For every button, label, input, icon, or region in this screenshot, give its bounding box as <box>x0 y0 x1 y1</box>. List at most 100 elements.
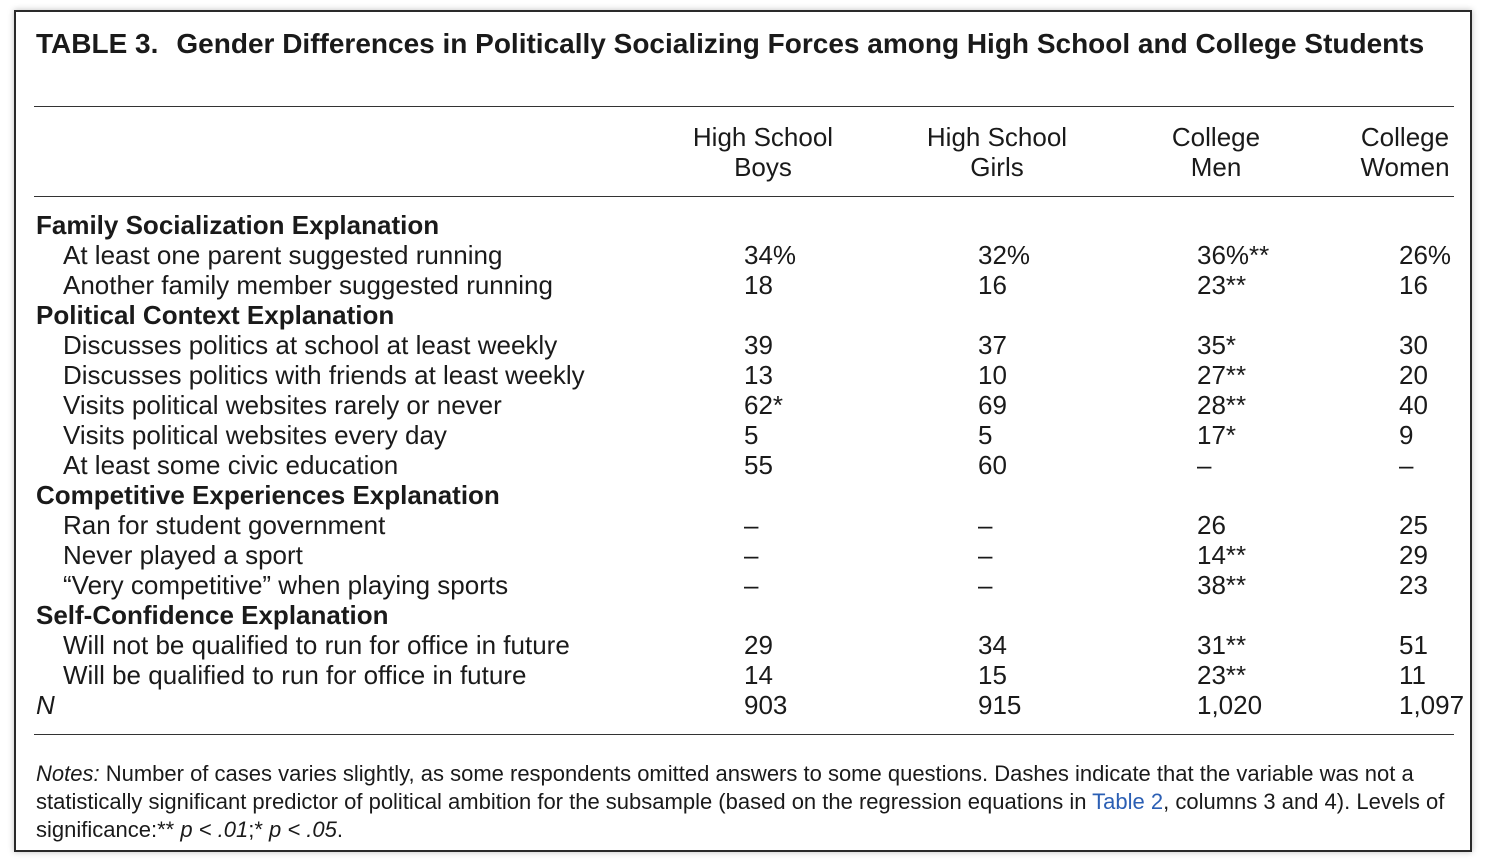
table-cell: 51 <box>1399 630 1428 660</box>
table-row: At least some civic education 55 60 – – <box>34 450 1458 480</box>
table-row: Discusses politics at school at least we… <box>34 330 1458 360</box>
section-heading-row: Family Socialization Explanation <box>34 210 1458 240</box>
notes-end: . <box>336 817 344 842</box>
table-cell: 29 <box>744 630 773 660</box>
column-header-hs-girls: High School Girls <box>926 122 1068 182</box>
table-cell: 17* <box>1197 420 1237 450</box>
table-cell: 1,097 <box>1399 690 1465 720</box>
table-cell: 23 <box>1399 570 1428 600</box>
p-value-05: p < .05 <box>269 817 337 842</box>
table-2-link[interactable]: Table 2 <box>1092 789 1164 814</box>
table-cell: – <box>978 570 993 600</box>
table-cell: 34 <box>978 630 1007 660</box>
row-label: Will not be qualified to run for office … <box>63 630 570 660</box>
table-row: Discusses politics with friends at least… <box>34 360 1458 390</box>
table-cell: 18 <box>744 270 773 300</box>
table-cell: – <box>1399 450 1414 480</box>
row-label: At least some civic education <box>63 450 399 480</box>
table-cell: 27** <box>1197 360 1247 390</box>
table-cell: 23** <box>1197 660 1247 690</box>
header-rule <box>34 196 1454 197</box>
table-row: Visits political websites every day 5 5 17*… <box>34 420 1458 450</box>
table-cell: 28** <box>1197 390 1247 420</box>
column-header-college-women: College Women <box>1360 122 1450 182</box>
table-cell: 16 <box>1399 270 1428 300</box>
table-cell: 23** <box>1197 270 1247 300</box>
table-cell: 37 <box>978 330 1007 360</box>
row-label: Never played a sport <box>63 540 303 570</box>
table-row: At least one parent suggested running 34%… <box>34 240 1458 270</box>
table-cell: 5 <box>978 420 993 450</box>
table-cell: 39 <box>744 330 773 360</box>
table-cell: 14 <box>744 660 773 690</box>
table-cell: 38** <box>1197 570 1247 600</box>
table-cell: 30 <box>1399 330 1428 360</box>
row-label: Will be qualified to run for office in f… <box>63 660 527 690</box>
table-row: Will not be qualified to run for office … <box>34 630 1458 660</box>
notes-text-2: , columns 3 and 4). Levels of significan… <box>36 789 1445 842</box>
column-header-college-men: College Men <box>1171 122 1261 182</box>
table-cell: – <box>744 540 759 570</box>
section-heading: Political Context Explanation <box>36 300 395 330</box>
table-row: Another family member suggested running 1… <box>34 270 1458 300</box>
table-cell: 25 <box>1399 510 1428 540</box>
table-row: Never played a sport – – 14** 29 <box>34 540 1458 570</box>
table-cell: 26% <box>1399 240 1452 270</box>
row-label: Ran for student government <box>63 510 386 540</box>
table-row: “Very competitive” when playing sports – –… <box>34 570 1458 600</box>
row-label: N <box>36 690 55 720</box>
row-label: At least one parent suggested running <box>63 240 503 270</box>
table-cell: 13 <box>744 360 773 390</box>
table-cell: 16 <box>978 270 1007 300</box>
notes-text: Number of cases varies slightly, as some… <box>36 761 1414 814</box>
table-cell: 26 <box>1197 510 1226 540</box>
sample-size-row: N 903 915 1,020 1,097 <box>34 690 1464 720</box>
table-body: Family Socialization Explanation At least… <box>34 210 1464 720</box>
table-cell: 36%** <box>1197 240 1270 270</box>
table-cell: 20 <box>1399 360 1428 390</box>
section-heading: Family Socialization Explanation <box>36 210 440 240</box>
table-cell: 62* <box>744 390 784 420</box>
section-heading-row: Competitive Experiences Explanation <box>34 480 1458 510</box>
table-cell: 29 <box>1399 540 1428 570</box>
section-heading-row: Political Context Explanation <box>34 300 1458 330</box>
table-frame: TABLE 3. Gender Differences in Politicall… <box>14 10 1472 852</box>
top-rule <box>34 106 1454 107</box>
table-row: Will be qualified to run for office in f… <box>34 660 1458 690</box>
table-title: TABLE 3. Gender Differences in Politicall… <box>36 28 1456 60</box>
column-header-hs-boys: High School Boys <box>692 122 834 182</box>
notes-label: Notes: <box>36 761 100 786</box>
table-cell: 32% <box>978 240 1031 270</box>
table-cell: 60 <box>978 450 1007 480</box>
table-title-text: Gender Differences in Politically Social… <box>176 28 1425 59</box>
bottom-rule <box>34 734 1454 735</box>
table-cell: 69 <box>978 390 1007 420</box>
row-label: Visits political websites every day <box>63 420 447 450</box>
row-label: Visits political websites rarely or neve… <box>63 390 502 420</box>
table-row: Visits political websites rarely or neve… <box>34 390 1458 420</box>
table-number: TABLE 3. <box>36 28 159 59</box>
table-cell: 11 <box>1399 660 1426 690</box>
section-heading: Competitive Experiences Explanation <box>36 480 500 510</box>
table-cell: – <box>978 510 993 540</box>
table-cell: – <box>744 510 759 540</box>
table-cell: 915 <box>978 690 1022 720</box>
notes-sep: ;* <box>248 817 269 842</box>
row-label: Another family member suggested running <box>63 270 553 300</box>
table-cell: 9 <box>1399 420 1414 450</box>
table-cell: 10 <box>978 360 1007 390</box>
row-label: Discusses politics with friends at least… <box>63 360 585 390</box>
table-cell: 40 <box>1399 390 1428 420</box>
table-row: Ran for student government – – 26 25 <box>34 510 1458 540</box>
table-cell: – <box>978 540 993 570</box>
table-notes: Notes: Number of cases varies slightly, … <box>36 760 1461 844</box>
table-cell: 35* <box>1197 330 1237 360</box>
table-cell: 5 <box>744 420 759 450</box>
row-label: “Very competitive” when playing sports <box>63 570 509 600</box>
p-value-01: p < .01 <box>180 817 249 842</box>
table-cell: – <box>744 570 759 600</box>
section-heading-row: Self-Confidence Explanation <box>34 600 1458 630</box>
table-cell: 15 <box>978 660 1007 690</box>
table-cell: 34% <box>744 240 797 270</box>
table-cell: 14** <box>1197 540 1247 570</box>
